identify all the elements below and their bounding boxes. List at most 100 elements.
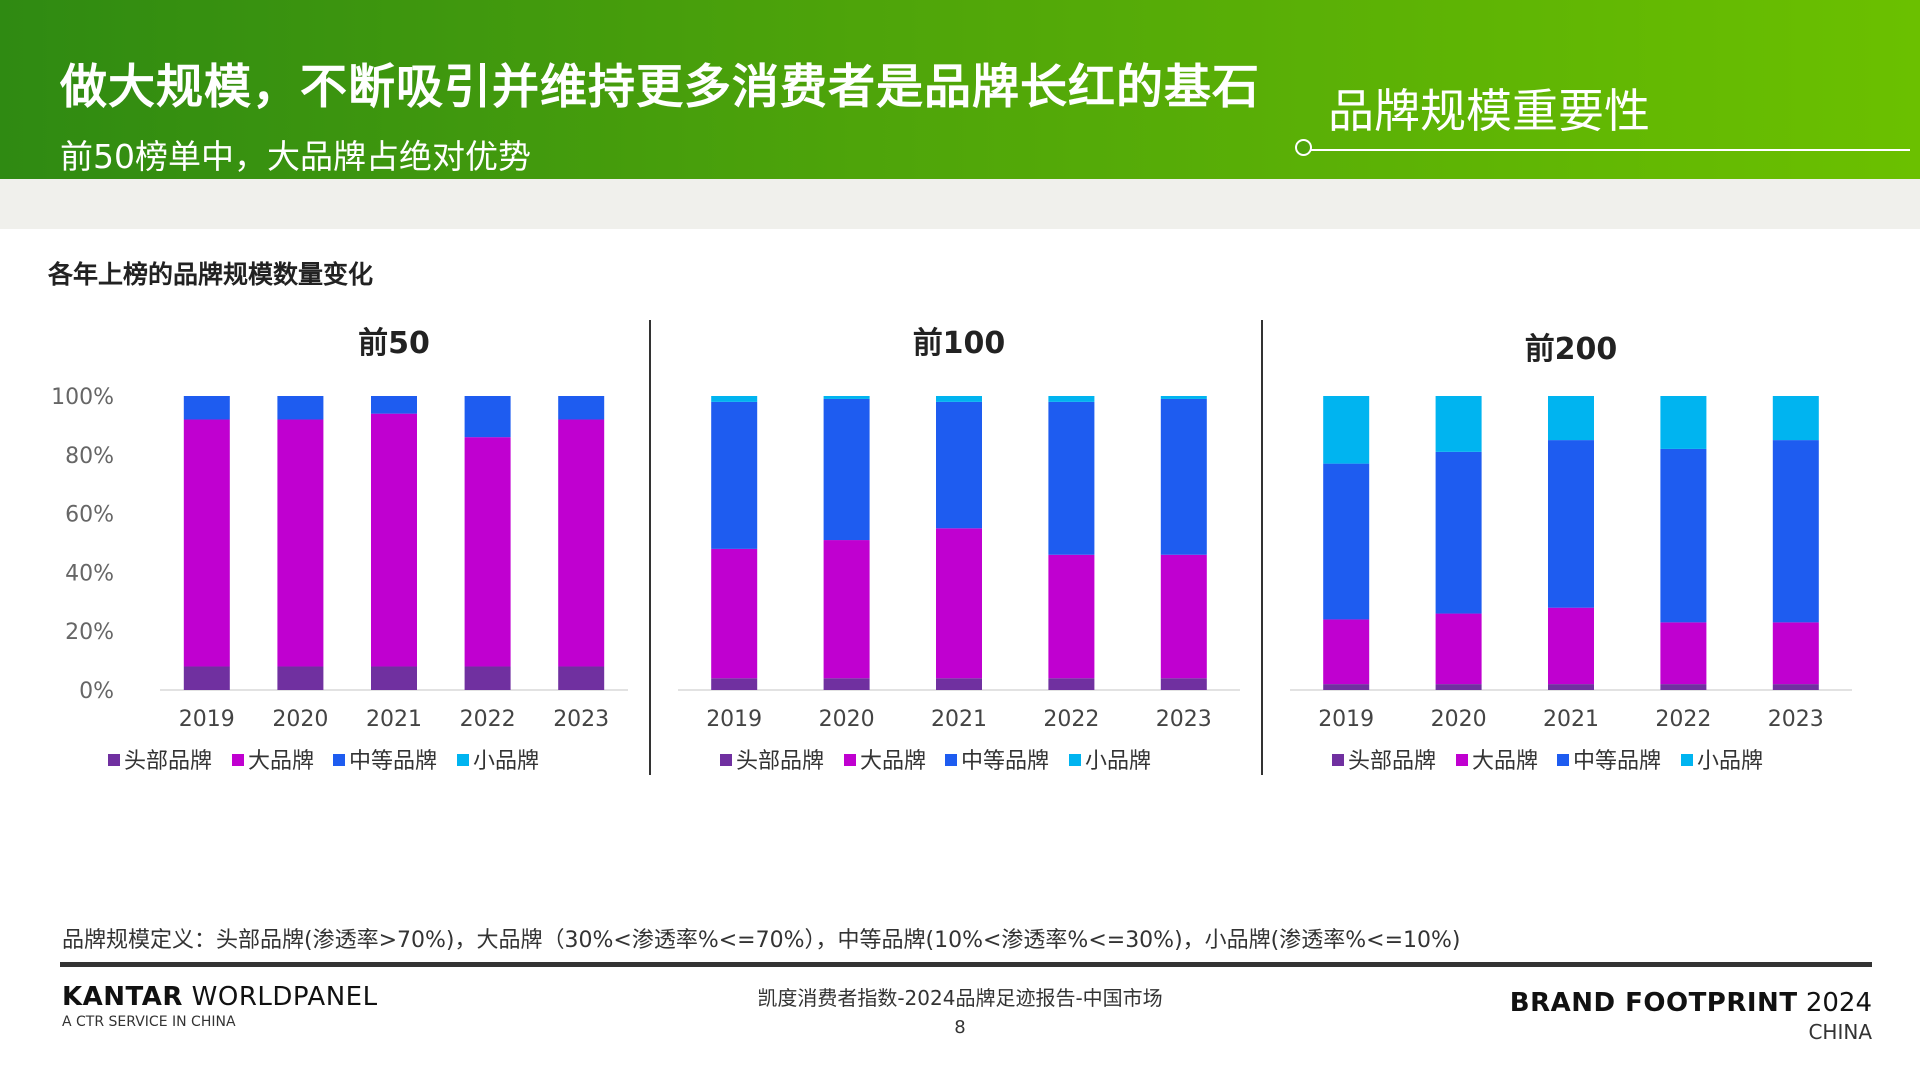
bar-segment bbox=[711, 401, 758, 549]
x-tick-label: 2022 bbox=[1655, 707, 1711, 732]
bar-segment bbox=[277, 396, 324, 420]
bar-segment bbox=[823, 540, 870, 679]
page-subtitle: 前50榜单中，大品牌占绝对优势 bbox=[60, 137, 531, 176]
legend-label: 小品牌 bbox=[1697, 749, 1763, 774]
bar-segment bbox=[936, 401, 982, 529]
brand-footprint-logo: BRAND FOOTPRINT 2024 bbox=[1509, 988, 1872, 1018]
legend-label: 中等品牌 bbox=[1573, 749, 1661, 774]
bar-segment bbox=[1160, 398, 1207, 555]
bar-segment bbox=[371, 396, 417, 414]
chart-title-1: 前50 bbox=[358, 326, 430, 361]
bar-segment bbox=[1772, 440, 1819, 623]
legend-label: 小品牌 bbox=[473, 749, 539, 774]
bar-segment bbox=[1160, 678, 1207, 690]
x-tick-label: 2023 bbox=[1768, 707, 1824, 732]
definition-note: 品牌规模定义：头部品牌(渗透率>70%)，大品牌（30%<渗透率%<=70%），… bbox=[62, 928, 1461, 953]
y-tick-label: 0% bbox=[79, 679, 114, 704]
chart-title-3: 前200 bbox=[1525, 332, 1618, 367]
legend-swatch bbox=[1456, 754, 1468, 766]
y-tick-label: 60% bbox=[65, 503, 114, 528]
page-number: 8 bbox=[954, 1017, 966, 1038]
bar-segment bbox=[558, 396, 605, 420]
bar-segment bbox=[1048, 401, 1095, 555]
bar-segment bbox=[183, 666, 230, 690]
legend-swatch bbox=[945, 754, 957, 766]
legend-label: 头部品牌 bbox=[1348, 749, 1436, 774]
bar-segment bbox=[183, 396, 230, 420]
y-tick-label: 20% bbox=[65, 620, 114, 645]
x-tick-label: 2021 bbox=[931, 707, 987, 732]
x-tick-label: 2019 bbox=[1318, 707, 1374, 732]
bar-segment bbox=[464, 666, 511, 690]
bar-segment bbox=[1548, 684, 1594, 690]
bar-segment bbox=[1660, 396, 1707, 449]
bar-segment bbox=[1435, 396, 1482, 452]
x-tick-label: 2021 bbox=[1543, 707, 1599, 732]
legend-swatch bbox=[1332, 754, 1344, 766]
x-tick-label: 2020 bbox=[819, 707, 875, 732]
kantar-logo: KANTAR WORLDPANEL bbox=[62, 982, 378, 1012]
page-title: 做大规模，不断吸引并维持更多消费者是品牌长红的基石 bbox=[60, 60, 1260, 115]
bar-segment bbox=[558, 419, 605, 667]
section-divider-line bbox=[1306, 149, 1910, 151]
x-tick-label: 2020 bbox=[1431, 707, 1487, 732]
bar-segment bbox=[1323, 619, 1370, 685]
legend-swatch bbox=[844, 754, 856, 766]
y-tick-label: 40% bbox=[65, 561, 114, 586]
bar-segment bbox=[711, 396, 758, 402]
chart-heading: 各年上榜的品牌规模数量变化 bbox=[48, 260, 374, 289]
bar-segment bbox=[936, 528, 982, 679]
bar-segment bbox=[936, 396, 982, 402]
legend-swatch bbox=[108, 754, 120, 766]
legend-label: 中等品牌 bbox=[349, 749, 437, 774]
section-title: 品牌规模重要性 bbox=[1328, 84, 1650, 138]
legend-swatch bbox=[232, 754, 244, 766]
bar-segment bbox=[464, 396, 511, 438]
bar-segment bbox=[1435, 684, 1482, 690]
x-tick-label: 2022 bbox=[1043, 707, 1099, 732]
legend-swatch bbox=[1681, 754, 1693, 766]
kantar-logo-subtitle: A CTR SERVICE IN CHINA bbox=[62, 1014, 236, 1030]
legend-swatch bbox=[1069, 754, 1081, 766]
bar-segment bbox=[1772, 622, 1819, 685]
legend-label: 大品牌 bbox=[860, 749, 926, 774]
bar-segment bbox=[1323, 396, 1370, 464]
x-tick-label: 2021 bbox=[366, 707, 422, 732]
legend-label: 大品牌 bbox=[1472, 749, 1538, 774]
legend-swatch bbox=[333, 754, 345, 766]
bar-segment bbox=[711, 548, 758, 679]
bar-segment bbox=[1323, 684, 1370, 690]
bar-segment bbox=[823, 678, 870, 690]
footer-report-title: 凯度消费者指数-2024品牌足迹报告-中国市场 8 bbox=[757, 982, 1162, 1038]
bar-segment bbox=[1660, 448, 1707, 623]
bar-segment bbox=[277, 666, 324, 690]
bar-segment bbox=[371, 666, 417, 690]
bar-segment bbox=[1160, 396, 1207, 399]
bar-segment bbox=[823, 398, 870, 541]
section-circle-icon bbox=[1295, 139, 1312, 156]
legend-swatch bbox=[457, 754, 469, 766]
x-tick-label: 2023 bbox=[1156, 707, 1212, 732]
x-tick-label: 2019 bbox=[179, 707, 235, 732]
footer-report-text: 凯度消费者指数-2024品牌足迹报告-中国市场 bbox=[757, 986, 1163, 1010]
bar-segment bbox=[371, 413, 417, 667]
x-tick-label: 2022 bbox=[460, 707, 516, 732]
header-band bbox=[0, 179, 1920, 229]
bar-segment bbox=[1548, 396, 1594, 441]
bar-segment bbox=[1772, 396, 1819, 441]
legend-label: 大品牌 bbox=[248, 749, 314, 774]
legend-label: 头部品牌 bbox=[736, 749, 824, 774]
bar-segment bbox=[277, 419, 324, 667]
brand-region: CHINA bbox=[1808, 1020, 1872, 1044]
bar-segment bbox=[711, 678, 758, 690]
legend-label: 小品牌 bbox=[1085, 749, 1151, 774]
bar-segment bbox=[1660, 622, 1707, 685]
bar-segment bbox=[1323, 463, 1370, 620]
bar-segment bbox=[1548, 440, 1594, 608]
legend-label: 中等品牌 bbox=[961, 749, 1049, 774]
y-tick-label: 80% bbox=[65, 444, 114, 469]
chart-title-2: 前100 bbox=[913, 326, 1006, 361]
bar-segment bbox=[1048, 678, 1095, 690]
bar-segment bbox=[936, 678, 982, 690]
x-tick-label: 2020 bbox=[272, 707, 328, 732]
